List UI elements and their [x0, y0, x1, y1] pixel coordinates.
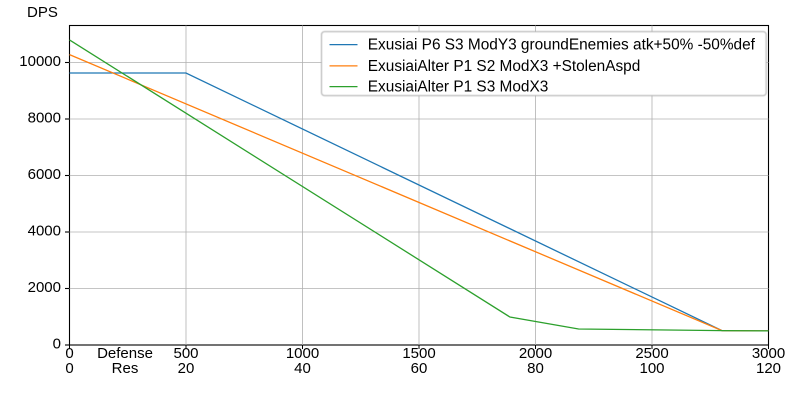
svg-text:0: 0: [53, 336, 61, 353]
svg-text:10000: 10000: [19, 53, 61, 70]
svg-text:Exusiai P6 S3 ModY3 groundEnem: Exusiai P6 S3 ModY3 groundEnemies atk+50…: [368, 37, 756, 54]
svg-text:4000: 4000: [28, 223, 61, 240]
svg-text:ExusiaiAlter P1 S2 ModX3 +Stol: ExusiaiAlter P1 S2 ModX3 +StolenAspd: [368, 58, 641, 75]
svg-text:120: 120: [756, 360, 781, 377]
svg-text:0: 0: [65, 360, 73, 377]
svg-text:40: 40: [294, 360, 311, 377]
svg-text:DPS: DPS: [27, 4, 58, 21]
svg-text:Res: Res: [112, 360, 139, 377]
svg-text:60: 60: [411, 360, 428, 377]
svg-text:100: 100: [639, 360, 664, 377]
svg-text:6000: 6000: [28, 166, 61, 183]
svg-text:8000: 8000: [28, 110, 61, 127]
svg-text:ExusiaiAlter P1 S3 ModX3: ExusiaiAlter P1 S3 ModX3: [368, 79, 549, 96]
svg-text:80: 80: [527, 360, 544, 377]
svg-text:2000: 2000: [28, 279, 61, 296]
svg-text:20: 20: [178, 360, 195, 377]
